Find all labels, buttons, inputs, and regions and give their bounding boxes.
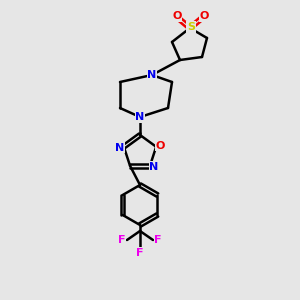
Text: O: O — [155, 141, 165, 151]
Text: N: N — [149, 162, 159, 172]
Text: S: S — [187, 22, 195, 32]
Text: O: O — [172, 11, 182, 21]
Text: F: F — [136, 248, 144, 258]
Text: N: N — [135, 112, 145, 122]
Text: F: F — [154, 235, 162, 245]
Text: N: N — [115, 143, 124, 153]
Text: F: F — [118, 235, 126, 245]
Text: O: O — [199, 11, 209, 21]
Text: N: N — [147, 70, 157, 80]
